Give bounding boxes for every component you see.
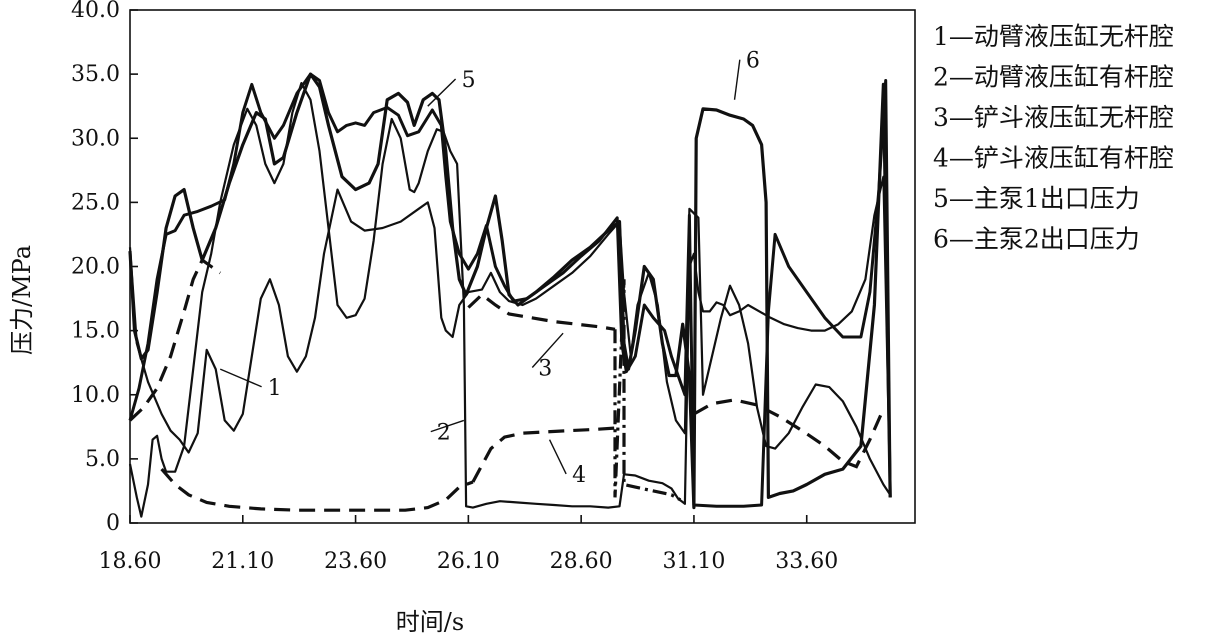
curve-label-leader <box>219 368 262 388</box>
x-tick-label: 21.10 <box>211 549 274 574</box>
series-5-line <box>128 72 892 508</box>
legend-entry-2: 2—动臂液压缸有杆腔 <box>933 63 1174 92</box>
series-2 <box>128 82 892 518</box>
series-3-dashdot <box>613 279 682 502</box>
plot-frame <box>129 9 916 524</box>
series-5 <box>128 72 892 508</box>
curve-label-3: 3 <box>538 357 552 382</box>
series-4-segment <box>160 468 474 512</box>
y-tick-label: 25.0 <box>71 190 120 215</box>
series-4 <box>160 398 883 512</box>
series-group <box>128 72 892 518</box>
y-tick-label: 35.0 <box>71 62 120 87</box>
curve-label-2: 2 <box>437 421 451 446</box>
curve-label-leader <box>548 439 567 475</box>
y-tick-label: 5.0 <box>85 447 120 472</box>
x-tick-label: 26.10 <box>437 549 500 574</box>
series-2-line <box>128 82 892 518</box>
curve-label-5: 5 <box>462 68 476 93</box>
series-6-line <box>128 72 892 510</box>
curve-label-6: 6 <box>746 49 760 74</box>
curve-label-leader <box>430 419 465 433</box>
x-tick-label: 23.60 <box>324 549 387 574</box>
curve-labels: 1 2 3 4 5 6 <box>219 49 760 488</box>
legend-entry-5: 5—主泵1出口压力 <box>933 184 1140 213</box>
curve-label-leader <box>733 59 741 100</box>
x-tick-label: 33.60 <box>775 549 838 574</box>
y-axis-title: 压力/MPa <box>8 245 36 355</box>
y-tick-label: 0 <box>106 511 120 536</box>
legend: 1—动臂液压缸无杆腔 2—动臂液压缸有杆腔 3—铲斗液压缸无杆腔 4—铲斗液压缸有杆腔… <box>933 22 1174 254</box>
legend-entry-1: 1—动臂液压缸无杆腔 <box>933 22 1174 51</box>
series-1 <box>128 188 892 496</box>
y-tick-label: 20.0 <box>71 255 120 280</box>
curve-label-leader <box>427 78 457 107</box>
x-tick-label: 31.10 <box>662 549 725 574</box>
x-axis-title: 时间/s <box>396 608 464 636</box>
curve-label-4: 4 <box>572 463 586 488</box>
x-tick-label: 28.60 <box>550 549 613 574</box>
legend-entry-6: 6—主泵2出口压力 <box>933 225 1140 254</box>
y-tick-label: 40.0 <box>71 0 120 23</box>
series-6 <box>128 72 892 510</box>
y-tick-label: 10.0 <box>71 383 120 408</box>
legend-entry-3: 3—铲斗液压缸无杆腔 <box>933 103 1174 132</box>
curve-label-1: 1 <box>268 376 282 401</box>
legend-entry-4: 4—铲斗液压缸有杆腔 <box>933 144 1174 173</box>
x-axis: 18.60 21.10 23.60 26.10 28.60 31.10 33.60 <box>99 515 838 574</box>
y-tick-label: 30.0 <box>71 126 120 151</box>
series-4-segment <box>471 426 616 483</box>
y-axis: 0 5.0 10.0 15.0 20.0 25.0 30.0 35.0 40.0 <box>71 0 138 536</box>
y-tick-label: 15.0 <box>71 319 120 344</box>
series-3-segment <box>128 257 222 422</box>
curve-label-leader <box>531 332 564 368</box>
x-tick-label: 18.60 <box>99 549 162 574</box>
series-1-line <box>128 188 892 496</box>
series-3 <box>128 257 682 502</box>
series-4-segment <box>693 398 883 469</box>
series-3-segment <box>467 292 616 331</box>
